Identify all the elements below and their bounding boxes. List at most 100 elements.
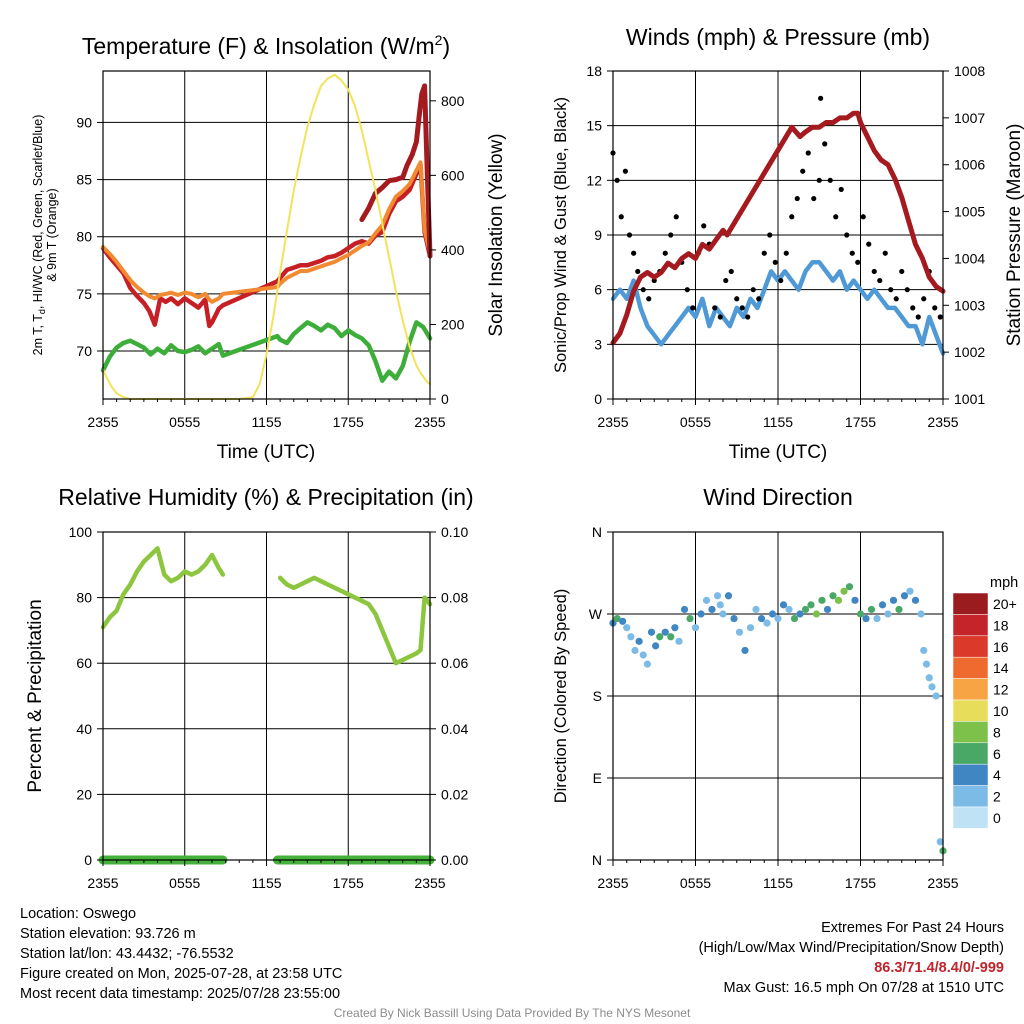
gust-point xyxy=(932,305,938,311)
gust-point xyxy=(833,214,839,220)
x-tick-label: 0555 xyxy=(680,875,711,891)
legend-swatch xyxy=(952,763,989,786)
direction-point xyxy=(807,601,815,609)
gust-point xyxy=(822,141,828,147)
gust-point xyxy=(915,314,921,320)
direction-point xyxy=(613,614,621,623)
gust-point xyxy=(882,250,888,256)
wind-panel: Winds (mph) & Pressure (mb) 2355 0555 1155… xyxy=(552,24,1024,463)
direction-point xyxy=(716,601,724,609)
wind-ylabel: Sonic/Prop Wind & Gust (Blue, Black) xyxy=(552,97,570,373)
gust-point xyxy=(723,277,729,284)
direction-point xyxy=(845,583,854,591)
x-tick-label: 1755 xyxy=(333,875,364,891)
x-tick-label: 1755 xyxy=(845,414,876,430)
y2-tick-label: 1001 xyxy=(954,391,985,407)
direction-point xyxy=(730,614,738,623)
gust-point xyxy=(756,296,762,302)
y2-tick-label: 1004 xyxy=(954,250,985,266)
y-tick-label: 100 xyxy=(69,524,93,540)
wind-xlabel: Time (UTC) xyxy=(729,442,828,463)
legend-label: 0 xyxy=(993,810,1001,826)
gust-point xyxy=(877,277,883,284)
y2-tick-label: 1005 xyxy=(954,204,985,220)
wind-ticks: 2355 0555 1155 1755 2355 0 3 6 9 12 15 18 1001 1002 10… xyxy=(586,63,985,430)
gust-point xyxy=(631,250,637,256)
x-tick-label: 1155 xyxy=(251,414,281,430)
direction-point xyxy=(867,605,876,614)
gust-point xyxy=(646,296,652,302)
x-tick-label: 2355 xyxy=(597,414,628,430)
direction-point xyxy=(713,592,722,600)
direction-point xyxy=(671,624,679,632)
gust-point xyxy=(739,305,745,311)
x-tick-label: 2355 xyxy=(597,875,628,891)
gust-point xyxy=(794,195,800,202)
gust-point xyxy=(622,168,628,174)
direction-point xyxy=(623,624,631,632)
direction-point xyxy=(911,596,920,604)
gust-point xyxy=(805,150,811,156)
x-tick-label: 2355 xyxy=(87,875,118,891)
direction-point xyxy=(889,596,898,604)
legend-swatch xyxy=(952,699,989,722)
y-tick-label: W xyxy=(589,606,603,622)
direction-point xyxy=(768,610,777,618)
gust-point xyxy=(783,250,789,256)
x-tick-label: 0555 xyxy=(169,875,200,891)
legend-swatch xyxy=(952,592,989,615)
gust-point xyxy=(818,95,824,101)
legend-swatch xyxy=(952,614,989,637)
direction-point xyxy=(763,619,771,627)
direction-point xyxy=(936,838,944,846)
y-tick-label: 60 xyxy=(76,655,92,671)
direction-point xyxy=(680,605,689,614)
direction-point xyxy=(708,605,716,614)
temp-series xyxy=(100,73,433,400)
direction-point xyxy=(675,637,683,645)
direction-point xyxy=(757,614,766,623)
location-text: Location: Oswego xyxy=(20,906,137,922)
direction-point xyxy=(884,610,892,618)
temp-y2label: Solar Insolation (Yellow) xyxy=(486,133,507,336)
y-tick-label: 80 xyxy=(76,229,92,245)
direction-point xyxy=(829,592,837,600)
recent-data-text: Most recent data timestamp: 2025/07/28 2… xyxy=(20,986,341,1002)
y-tick-label: 9 xyxy=(594,227,602,243)
legend-label: 16 xyxy=(993,639,1009,655)
gust-point xyxy=(618,214,624,220)
dir-ylabel: Direction (Colored By Speed) xyxy=(552,589,570,804)
wind-grid xyxy=(613,71,943,399)
y-tick-label: 40 xyxy=(76,721,92,737)
direction-point xyxy=(873,614,881,623)
wind-series xyxy=(610,95,946,356)
direction-point xyxy=(719,610,727,618)
y-tick-label: 12 xyxy=(586,172,602,188)
legend-swatch xyxy=(952,656,989,679)
x-tick-label: 1155 xyxy=(763,875,793,891)
y-tick-label: 70 xyxy=(76,343,92,359)
legend-label: 6 xyxy=(993,746,1001,762)
x-tick-label: 1155 xyxy=(251,875,281,891)
y2-tick-label: 1006 xyxy=(954,157,985,173)
direction-point xyxy=(895,605,903,614)
direction-point xyxy=(851,596,859,604)
legend-swatch xyxy=(952,742,989,765)
series-line-pressure xyxy=(610,110,946,346)
legend-label: 12 xyxy=(993,682,1009,698)
gust-point xyxy=(904,287,910,293)
y-tick-label: 0 xyxy=(594,391,602,407)
gust-point xyxy=(662,250,668,256)
dir-grid xyxy=(613,532,943,860)
gust-point xyxy=(937,314,943,320)
extremes-legend: (High/Low/Max Wind/Precipitation/Snow De… xyxy=(698,940,1004,956)
legend-swatch xyxy=(952,721,989,744)
temp-ylabel-line2: & 9m T (Orange) xyxy=(45,188,59,281)
y2-tick-label: 800 xyxy=(441,93,465,109)
legend-label: 14 xyxy=(993,660,1009,676)
y-tick-label: E xyxy=(593,770,602,786)
gust-point xyxy=(717,314,723,320)
direction-point xyxy=(925,674,933,682)
dir-panel: Wind Direction 2355 0555 1155 1755 2355 N E S W N… xyxy=(552,484,1018,891)
dir-ticks: 2355 0555 1155 1755 2355 N E S W N xyxy=(589,524,959,891)
